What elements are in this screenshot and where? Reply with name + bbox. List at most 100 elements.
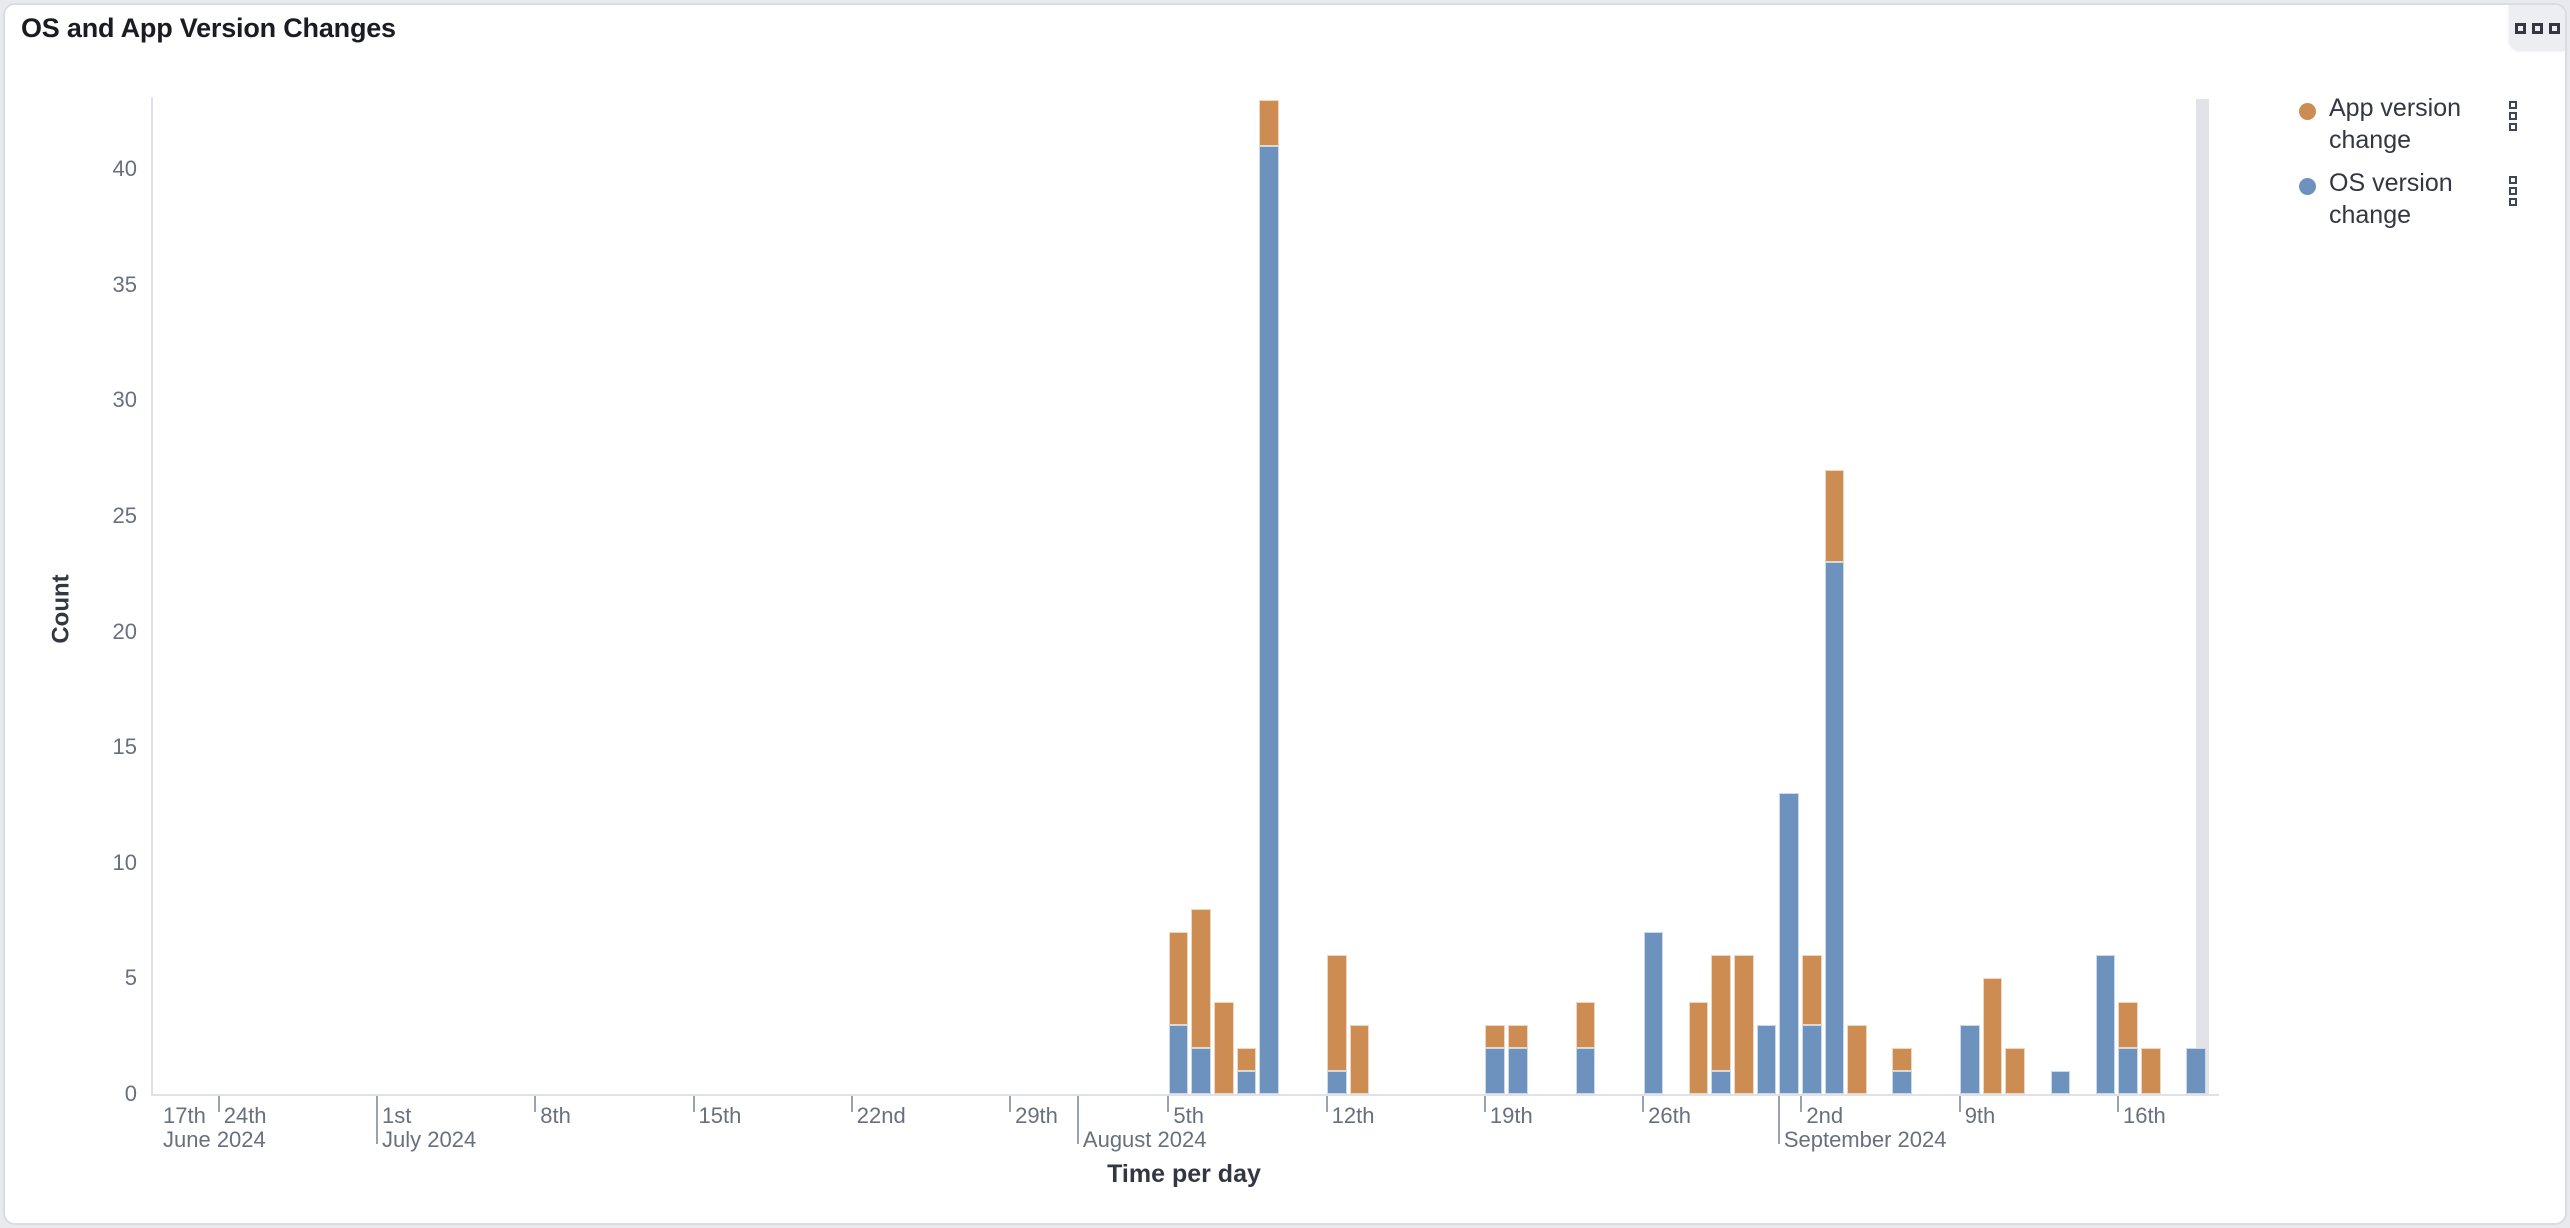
bar-stack (1643, 932, 1664, 1094)
y-tick-label: 35 (112, 271, 137, 297)
bar-segment-os-version-change[interactable] (1824, 562, 1845, 1094)
bar-segment-app-version-change[interactable] (1575, 1001, 1596, 1048)
bar-stack (2050, 1070, 2071, 1094)
x-axis-line (151, 1094, 2219, 1096)
bar-segment-app-version-change[interactable] (1168, 932, 1189, 1025)
bar-stack (1168, 932, 1189, 1094)
bar-segment-app-version-change[interactable] (1259, 99, 1279, 146)
bar-segment-os-version-change[interactable] (1960, 1024, 1980, 1094)
x-day-tick-label: 15th (698, 1103, 742, 1128)
legend-item[interactable]: App version change (2299, 93, 2519, 156)
boxes-horizontal-icon (2548, 22, 2560, 34)
bar-segment-app-version-change[interactable] (1711, 955, 1732, 1071)
boxes-horizontal-icon (2531, 22, 2543, 34)
panel-title[interactable]: OS and App Version Changes (21, 13, 396, 43)
bar-segment-app-version-change[interactable] (1982, 978, 2003, 1094)
bar-segment-app-version-change[interactable] (1508, 1024, 1528, 1048)
x-month-tick-line (1076, 1096, 1079, 1144)
bar-segment-os-version-change[interactable] (1327, 1070, 1347, 1094)
bar-segment-app-version-change[interactable] (2118, 1001, 2139, 1048)
bar-segment-os-version-change[interactable] (1236, 1070, 1257, 1094)
bar-segment-app-version-change[interactable] (1327, 955, 1347, 1071)
bar-stack (1892, 1047, 1912, 1094)
y-tick-label: 15 (112, 734, 137, 760)
x-tick-line (692, 1096, 695, 1112)
y-tick-label: 5 (124, 965, 137, 991)
legend-item-actions-button[interactable] (2507, 99, 2519, 133)
bar-segment-app-version-change[interactable] (1847, 1024, 1867, 1094)
boxes-vertical-icon (2509, 123, 2517, 131)
bar-segment-os-version-change[interactable] (1485, 1047, 1505, 1094)
x-tick-line (1325, 1096, 1328, 1112)
bar-segment-app-version-change[interactable] (1349, 1024, 1370, 1094)
bar-segment-app-version-change[interactable] (1191, 909, 1212, 1048)
x-tick-line (850, 1096, 853, 1112)
bar-stack (2005, 1047, 2026, 1094)
bar-segment-os-version-change[interactable] (2050, 1070, 2071, 1094)
bar-segment-app-version-change[interactable] (2141, 1047, 2161, 1094)
bar-stack (2186, 1047, 2206, 1094)
boxes-horizontal-icon (2514, 22, 2526, 34)
bar-segment-os-version-change[interactable] (1801, 1024, 1822, 1094)
x-day-tick-label: 19th (1489, 1103, 1533, 1128)
bar-stack (1327, 955, 1347, 1094)
bar-segment-os-version-change[interactable] (1508, 1047, 1528, 1094)
x-day-tick-label: 26th (1648, 1103, 1691, 1128)
bar-segment-os-version-change[interactable] (1643, 932, 1664, 1094)
x-tick-line (1958, 1096, 1961, 1112)
x-day-tick-label: 17th (163, 1103, 206, 1128)
bar-segment-os-version-change[interactable] (1779, 793, 1799, 1094)
y-tick-label: 20 (112, 618, 137, 644)
bar-segment-os-version-change[interactable] (1259, 145, 1279, 1094)
x-month-tick-label: August 2024 (1082, 1127, 1207, 1152)
bar-stack (1236, 1047, 1257, 1094)
x-month-tick-label: September 2024 (1783, 1127, 1947, 1152)
x-tick-line (217, 1096, 220, 1112)
x-day-tick-label: 5th (1173, 1103, 1204, 1128)
bar-segment-app-version-change[interactable] (1801, 955, 1822, 1025)
legend-item-actions-button[interactable] (2507, 174, 2519, 208)
x-tick-line (2116, 1096, 2119, 1112)
bar-segment-os-version-change[interactable] (2186, 1047, 2206, 1094)
y-tick-label: 40 (112, 156, 137, 181)
x-month-tick-label: July 2024 (382, 1127, 477, 1152)
bar-stack (2141, 1047, 2161, 1094)
x-tick-line (1167, 1096, 1170, 1112)
x-day-tick-label: 24th (223, 1103, 267, 1128)
bar-segment-app-version-change[interactable] (1734, 955, 1754, 1094)
bar-segment-os-version-change[interactable] (1191, 1047, 1212, 1094)
x-tick-line (1800, 1096, 1803, 1112)
legend-item[interactable]: OS version change (2299, 168, 2519, 231)
bar-segment-app-version-change[interactable] (1824, 469, 1845, 563)
boxes-vertical-icon (2509, 101, 2517, 109)
panel-options-button[interactable] (2509, 5, 2565, 51)
bar-segment-os-version-change[interactable] (1892, 1070, 1912, 1094)
x-axis-title: Time per day (1107, 1160, 1261, 1188)
bar-segment-os-version-change[interactable] (1756, 1024, 1777, 1094)
legend-color-dot (2299, 103, 2316, 120)
bar-stack (1259, 99, 1279, 1094)
boxes-vertical-icon (2509, 198, 2517, 206)
bar-segment-app-version-change[interactable] (1688, 1001, 1709, 1094)
y-tick-label: 0 (124, 1081, 137, 1106)
bar-segment-os-version-change[interactable] (1575, 1047, 1596, 1094)
bar-segment-app-version-change[interactable] (1214, 1001, 1234, 1094)
bar-segment-app-version-change[interactable] (1892, 1047, 1912, 1071)
bar-segment-os-version-change[interactable] (1168, 1024, 1189, 1094)
bar-stack (1214, 1001, 1234, 1094)
dashboard-panel: OS and App Version Changes Count 0 5 10 15 2… (3, 3, 2567, 1225)
x-day-tick-label: 22nd (856, 1103, 906, 1128)
boxes-vertical-icon (2509, 187, 2517, 195)
bar-segment-app-version-change[interactable] (1485, 1024, 1505, 1048)
y-tick-label: 30 (112, 387, 137, 413)
x-tick-line (1642, 1096, 1645, 1112)
legend-color-dot (2299, 178, 2316, 195)
bar-segment-app-version-change[interactable] (1236, 1047, 1257, 1071)
y-tick-label: 10 (112, 849, 137, 875)
x-day-tick-label: 8th (540, 1103, 571, 1128)
bar-segment-os-version-change[interactable] (1711, 1070, 1732, 1094)
bar-segment-os-version-change[interactable] (2118, 1047, 2139, 1094)
bar-segment-app-version-change[interactable] (2005, 1047, 2026, 1094)
bar-segment-os-version-change[interactable] (2095, 955, 2116, 1094)
bar-stack (1756, 1024, 1777, 1094)
